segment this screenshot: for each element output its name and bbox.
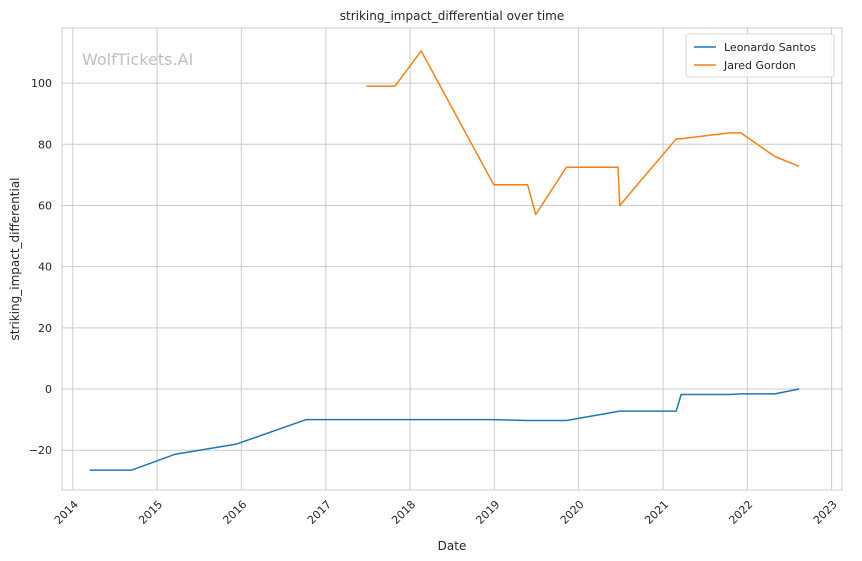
series-line-jared-gordon [366, 50, 800, 216]
legend: Leonardo Santos Jared Gordon [685, 33, 835, 78]
legend-label: Leonardo Santos [724, 41, 816, 54]
chart-title: striking_impact_differential over time [340, 9, 565, 23]
x-tick-label: 2017 [305, 498, 334, 527]
legend-label: Jared Gordon [723, 59, 796, 72]
x-tick-label: 2015 [136, 498, 165, 527]
y-axis-label: striking_impact_differential [8, 177, 22, 340]
y-tick-label: 60 [38, 199, 52, 212]
y-tick-label: 40 [38, 261, 52, 274]
x-tick-label: 2022 [726, 498, 755, 527]
y-tick-label: 20 [38, 322, 52, 335]
y-tick-label: −20 [29, 444, 52, 457]
x-tick-label: 2020 [558, 498, 587, 527]
series-line-leonardo-santos [89, 388, 800, 471]
x-tick-label: 2023 [811, 498, 840, 527]
x-tick-label: 2021 [642, 498, 671, 527]
x-tick-label: 2014 [52, 498, 81, 527]
x-tick-label: 2016 [220, 498, 249, 527]
plot-frame [61, 27, 843, 491]
y-tick-label: 80 [38, 138, 52, 151]
y-axis-ticks: −20 0 20 40 60 80 100 [29, 77, 52, 457]
grid-lines [62, 28, 842, 490]
x-axis-ticks: 2014 2015 2016 2017 2018 2019 2020 2021 2022 2023 [52, 498, 840, 527]
series-lines [89, 50, 800, 471]
x-tick-label: 2019 [473, 498, 502, 527]
legend-box [685, 33, 835, 78]
x-tick-label: 2018 [389, 498, 418, 527]
x-axis-label: Date [438, 539, 467, 553]
y-tick-label: 100 [31, 77, 52, 90]
y-tick-label: 0 [45, 383, 52, 396]
plot-area [62, 28, 842, 490]
watermark-text: WolfTickets.AI [82, 50, 193, 69]
